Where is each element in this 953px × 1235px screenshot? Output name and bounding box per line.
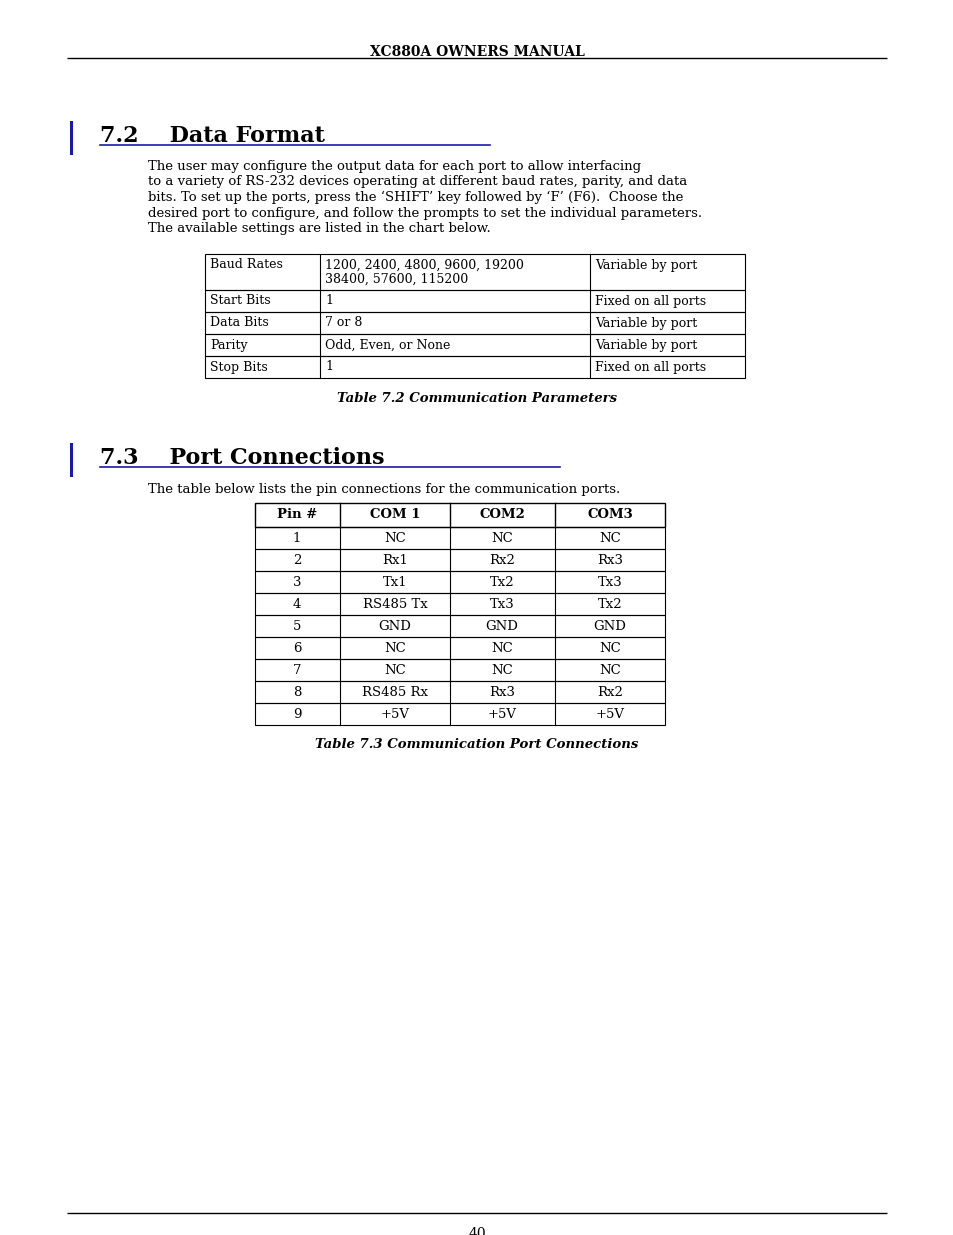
Text: 2: 2 [293,553,301,567]
Text: Rx1: Rx1 [381,553,408,567]
Text: 8: 8 [293,685,301,699]
Text: The available settings are listed in the chart below.: The available settings are listed in the… [148,222,490,235]
Text: +5V: +5V [380,708,409,720]
Text: GND: GND [378,620,411,632]
Text: Tx2: Tx2 [489,576,514,589]
Text: NC: NC [598,531,620,545]
Bar [254,658,664,680]
Text: 7: 7 [293,663,301,677]
Bar [254,548,664,571]
Bar [254,571,664,593]
Text: Table 7.2 Communication Parameters: Table 7.2 Communication Parameters [336,391,617,405]
Text: Baud Rates: Baud Rates [210,258,283,272]
Bar [254,636,664,658]
Text: Variable by port: Variable by port [595,316,697,330]
Text: 1: 1 [293,531,301,545]
Bar [254,593,664,615]
Text: 5: 5 [293,620,301,632]
Text: NC: NC [491,663,513,677]
Text: 7.2    Data Format: 7.2 Data Format [100,125,325,147]
Text: Start Bits: Start Bits [210,294,271,308]
Text: Tx3: Tx3 [597,576,621,589]
Bar [70,121,73,156]
Text: Fixed on all ports: Fixed on all ports [595,294,705,308]
Text: bits. To set up the ports, press the ‘SHIFT’ key followed by ‘F’ (F6).  Choose t: bits. To set up the ports, press the ‘SH… [148,191,682,204]
Text: Tx1: Tx1 [382,576,407,589]
Text: NC: NC [598,641,620,655]
Text: Variable by port: Variable by port [595,258,697,272]
Text: RS485 Rx: RS485 Rx [361,685,428,699]
Text: Variable by port: Variable by port [595,338,697,352]
Text: RS485 Tx: RS485 Tx [362,598,427,610]
Text: 7 or 8: 7 or 8 [325,316,362,330]
Text: Data Bits: Data Bits [210,316,269,330]
Text: Rx3: Rx3 [597,553,622,567]
Bar [205,356,744,378]
Text: Rx3: Rx3 [489,685,515,699]
Text: GND: GND [485,620,517,632]
Text: to a variety of RS-232 devices operating at different baud rates, parity, and da: to a variety of RS-232 devices operating… [148,175,686,189]
Bar [205,333,744,356]
Text: Table 7.3 Communication Port Connections: Table 7.3 Communication Port Connections [315,739,638,752]
Text: NC: NC [598,663,620,677]
Text: Rx2: Rx2 [489,553,515,567]
Text: COM3: COM3 [586,508,632,520]
Text: The table below lists the pin connections for the communication ports.: The table below lists the pin connection… [148,483,619,495]
Text: NC: NC [491,531,513,545]
Text: XC880A OWNERS MANUAL: XC880A OWNERS MANUAL [369,44,584,59]
Bar [254,503,664,526]
Text: 38400, 57600, 115200: 38400, 57600, 115200 [325,273,468,285]
Text: Odd, Even, or None: Odd, Even, or None [325,338,450,352]
Bar [254,680,664,703]
Text: COM 1: COM 1 [370,508,420,520]
Text: NC: NC [491,641,513,655]
Text: 3: 3 [293,576,301,589]
Text: The user may configure the output data for each port to allow interfacing: The user may configure the output data f… [148,161,640,173]
Bar [205,311,744,333]
Text: 9: 9 [293,708,301,720]
Text: desired port to configure, and follow the prompts to set the individual paramete: desired port to configure, and follow th… [148,206,701,220]
Text: Stop Bits: Stop Bits [210,361,268,373]
Text: Tx3: Tx3 [489,598,514,610]
Text: 7.3    Port Connections: 7.3 Port Connections [100,447,384,468]
Text: NC: NC [384,641,405,655]
Text: 1200, 2400, 4800, 9600, 19200: 1200, 2400, 4800, 9600, 19200 [325,258,523,272]
Text: +5V: +5V [487,708,516,720]
Text: COM2: COM2 [478,508,524,520]
Text: 40: 40 [468,1228,485,1235]
Text: Tx2: Tx2 [598,598,621,610]
Text: GND: GND [593,620,626,632]
Text: 1: 1 [325,361,333,373]
Text: NC: NC [384,663,405,677]
Bar [70,442,73,477]
Text: 6: 6 [293,641,301,655]
Bar [254,703,664,725]
Text: NC: NC [384,531,405,545]
Text: Fixed on all ports: Fixed on all ports [595,361,705,373]
Text: +5V: +5V [595,708,624,720]
Text: 1: 1 [325,294,333,308]
Text: Parity: Parity [210,338,248,352]
Bar [254,526,664,548]
Text: 4: 4 [293,598,301,610]
Text: Rx2: Rx2 [597,685,622,699]
Bar [205,253,744,289]
Bar [254,615,664,636]
Text: Pin #: Pin # [276,508,316,520]
Bar [205,289,744,311]
